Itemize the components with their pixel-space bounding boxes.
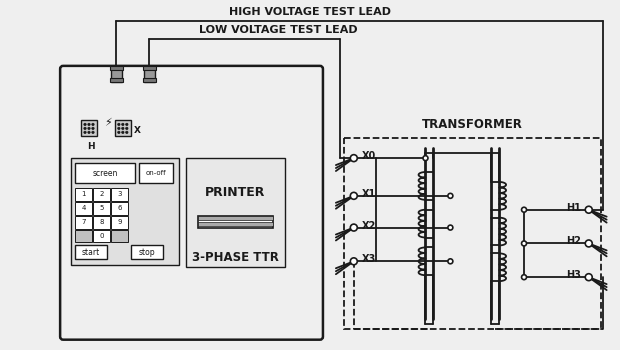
Text: 6: 6: [117, 205, 122, 211]
FancyBboxPatch shape: [75, 245, 107, 259]
Circle shape: [88, 131, 90, 134]
Text: HIGH VOLTAGE TEST LEAD: HIGH VOLTAGE TEST LEAD: [229, 7, 391, 17]
Circle shape: [122, 131, 124, 134]
FancyBboxPatch shape: [198, 216, 273, 228]
Circle shape: [88, 127, 90, 130]
Text: 0: 0: [99, 233, 104, 239]
FancyBboxPatch shape: [111, 216, 128, 229]
FancyBboxPatch shape: [81, 120, 97, 136]
Text: LOW VOLTAGE TEST LEAD: LOW VOLTAGE TEST LEAD: [199, 25, 358, 35]
Text: X: X: [134, 126, 141, 135]
Text: start: start: [82, 248, 100, 257]
FancyBboxPatch shape: [115, 120, 131, 136]
FancyBboxPatch shape: [111, 202, 128, 215]
Circle shape: [350, 258, 357, 265]
Text: H: H: [87, 142, 95, 151]
Circle shape: [585, 240, 592, 247]
Text: H2: H2: [566, 237, 581, 246]
Text: H3: H3: [566, 270, 581, 280]
Text: 2: 2: [99, 191, 104, 197]
FancyBboxPatch shape: [110, 78, 123, 82]
Circle shape: [585, 274, 592, 281]
Text: 3: 3: [117, 191, 122, 197]
FancyBboxPatch shape: [110, 66, 123, 70]
FancyBboxPatch shape: [198, 216, 273, 220]
FancyBboxPatch shape: [75, 202, 92, 215]
Circle shape: [88, 123, 90, 126]
Circle shape: [126, 123, 128, 126]
FancyBboxPatch shape: [93, 230, 110, 243]
Text: X1: X1: [361, 189, 376, 199]
FancyBboxPatch shape: [111, 188, 128, 201]
Circle shape: [122, 123, 124, 126]
Text: H1: H1: [566, 203, 581, 213]
FancyBboxPatch shape: [75, 230, 92, 243]
FancyBboxPatch shape: [75, 188, 92, 201]
Circle shape: [423, 156, 428, 161]
Circle shape: [350, 155, 357, 162]
Circle shape: [118, 127, 120, 130]
Text: ⚡: ⚡: [104, 118, 112, 128]
Text: X3: X3: [361, 254, 376, 264]
Circle shape: [448, 259, 453, 264]
FancyBboxPatch shape: [60, 66, 323, 340]
FancyBboxPatch shape: [144, 66, 155, 82]
Text: on-off: on-off: [145, 170, 166, 176]
FancyBboxPatch shape: [139, 163, 172, 183]
FancyBboxPatch shape: [198, 222, 273, 226]
FancyBboxPatch shape: [93, 216, 110, 229]
Circle shape: [92, 127, 94, 130]
Circle shape: [118, 131, 120, 134]
FancyBboxPatch shape: [75, 216, 92, 229]
Text: 7: 7: [81, 219, 86, 225]
Circle shape: [521, 241, 526, 246]
Circle shape: [92, 131, 94, 134]
Circle shape: [92, 123, 94, 126]
Text: 4: 4: [81, 205, 86, 211]
FancyBboxPatch shape: [93, 188, 110, 201]
FancyBboxPatch shape: [93, 202, 110, 215]
Circle shape: [84, 123, 86, 126]
FancyBboxPatch shape: [71, 158, 179, 265]
Circle shape: [448, 193, 453, 198]
Circle shape: [126, 131, 128, 134]
FancyBboxPatch shape: [185, 158, 285, 267]
FancyBboxPatch shape: [143, 66, 156, 70]
Circle shape: [521, 207, 526, 212]
Text: X2: X2: [361, 220, 376, 231]
Circle shape: [126, 127, 128, 130]
Text: 9: 9: [117, 219, 122, 225]
FancyBboxPatch shape: [75, 163, 135, 183]
Text: X0: X0: [361, 151, 376, 161]
Text: 5: 5: [99, 205, 104, 211]
Text: stop: stop: [138, 248, 155, 257]
Text: 1: 1: [81, 191, 86, 197]
FancyBboxPatch shape: [131, 245, 162, 259]
Text: 3-PHASE TTR: 3-PHASE TTR: [192, 251, 279, 264]
Circle shape: [350, 193, 357, 199]
Circle shape: [521, 275, 526, 280]
Text: 8: 8: [99, 219, 104, 225]
Circle shape: [84, 127, 86, 130]
Circle shape: [448, 225, 453, 230]
FancyBboxPatch shape: [143, 78, 156, 82]
Text: TRANSFORMER: TRANSFORMER: [422, 118, 523, 131]
FancyBboxPatch shape: [111, 230, 128, 243]
Circle shape: [84, 131, 86, 134]
Circle shape: [350, 224, 357, 231]
FancyBboxPatch shape: [111, 66, 122, 82]
Circle shape: [585, 206, 592, 213]
Circle shape: [122, 127, 124, 130]
Text: PRINTER: PRINTER: [205, 186, 265, 200]
Circle shape: [118, 123, 120, 126]
Text: screen: screen: [92, 168, 118, 177]
